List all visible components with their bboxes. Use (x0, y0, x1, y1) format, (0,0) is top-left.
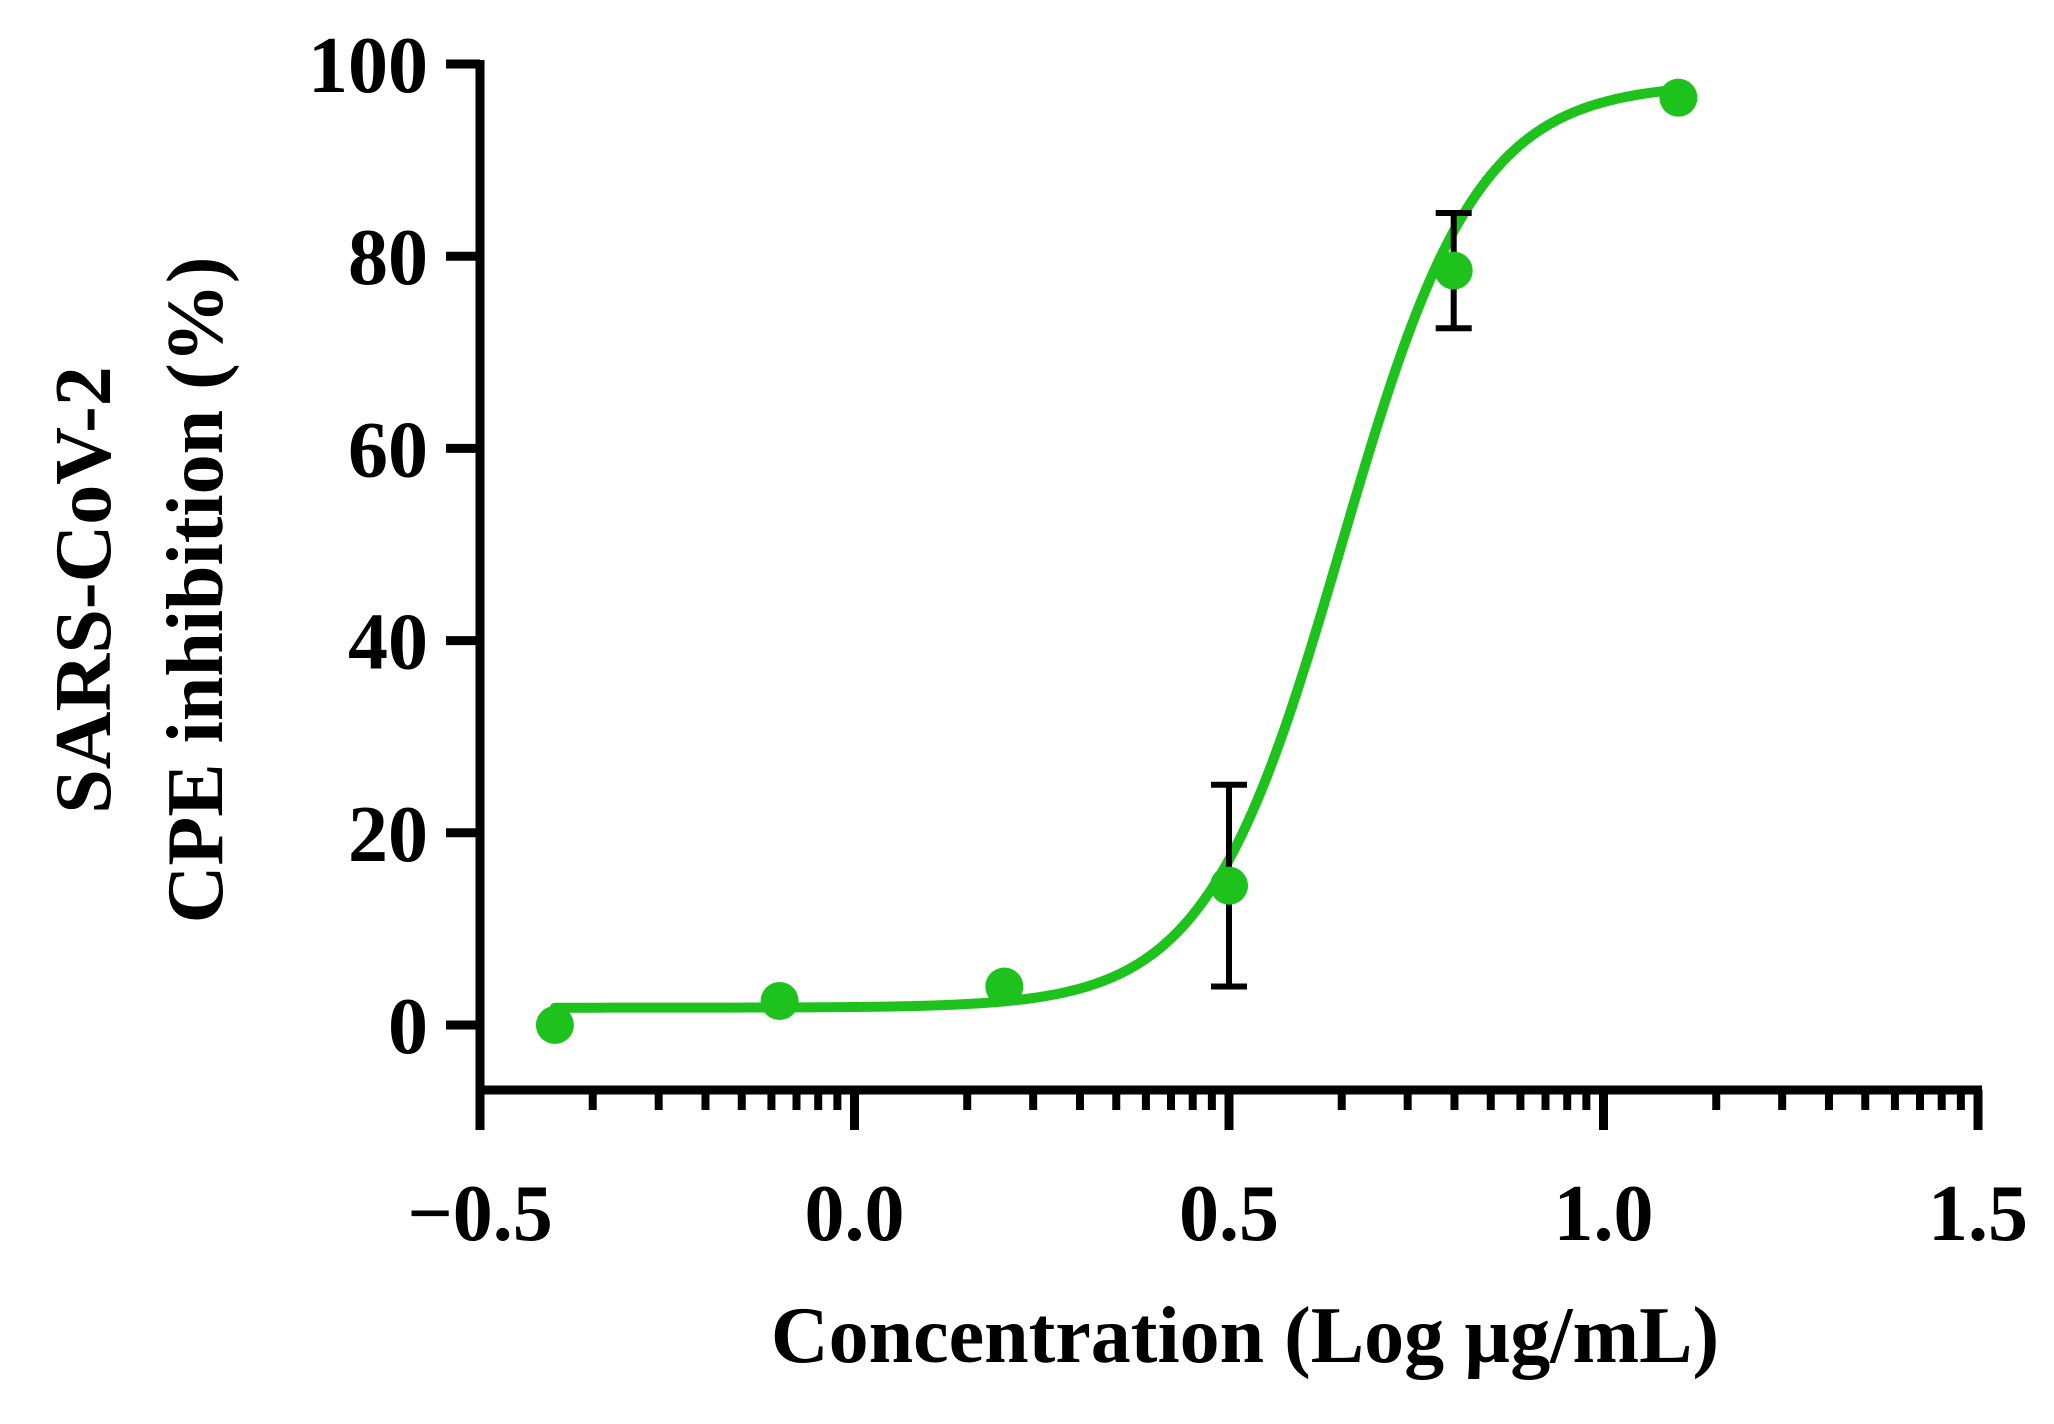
x-tick-label: 1.0 (1554, 1170, 1654, 1258)
y-tick-label: 20 (348, 791, 428, 879)
data-points (535, 78, 1698, 1044)
x-tick-label: 1.5 (1928, 1170, 2028, 1258)
x-axis-title: Concentration (Log µg/mL) (771, 1292, 1719, 1380)
fit-curve-group (549, 84, 1684, 1013)
data-point (535, 1006, 574, 1044)
x-tick-label: 0.0 (805, 1170, 905, 1258)
y-axis-title-line-2: CPE inhibition (%) (152, 257, 240, 924)
x-axis: −0.5 0.0 0.5 1.0 1.5 (407, 1085, 2028, 1258)
data-point (1659, 78, 1698, 117)
y-tick-label: 100 (308, 22, 428, 110)
data-point (985, 967, 1024, 1006)
y-tick-label: 0 (388, 983, 428, 1071)
x-tick-label: 0.5 (1179, 1170, 1279, 1258)
y-axis-title-line-1: SARS-CoV-2 (40, 366, 128, 813)
data-point (1210, 866, 1248, 905)
data-point (1434, 251, 1473, 290)
data-point (760, 981, 799, 1020)
x-tick-label: −0.5 (407, 1170, 553, 1258)
y-axis: 0 20 40 60 80 100 (308, 22, 485, 1093)
fit-curve (549, 84, 1684, 1013)
y-tick-label: 60 (348, 406, 428, 494)
y-tick-label: 40 (348, 599, 428, 687)
y-tick-label: 80 (348, 214, 428, 302)
error-bars (1211, 209, 1472, 990)
